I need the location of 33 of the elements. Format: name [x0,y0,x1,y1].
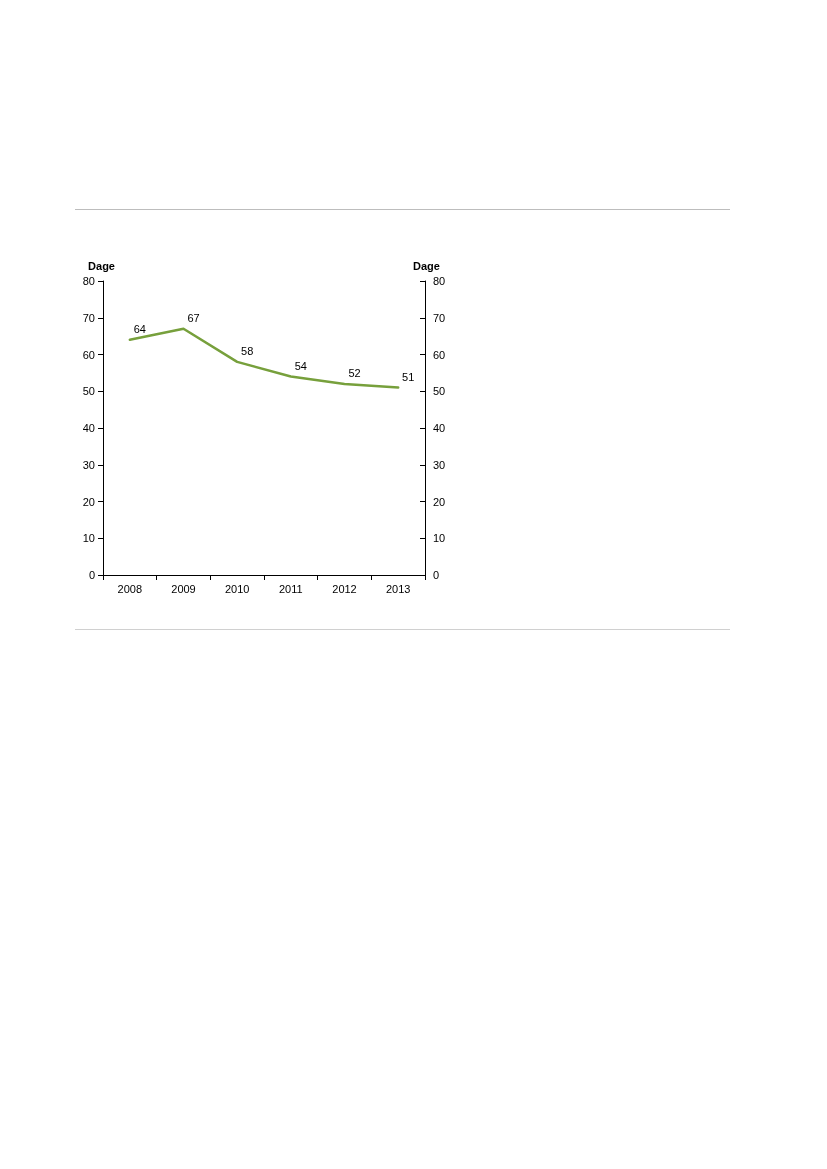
data-label: 67 [187,312,200,325]
y-tick-label: 70 [82,311,95,324]
y-tick-label: 10 [82,532,95,545]
y2-tick-label: 60 [433,348,446,361]
y2-tick-label: 50 [433,385,446,398]
y2-tick-label: 10 [433,532,446,545]
data-label: 54 [294,360,307,373]
x-tick-label: 2010 [224,582,250,595]
x-tick-label: 2009 [171,582,196,595]
x-tick-label: 2012 [332,582,357,595]
y2-tick-label: 80 [433,275,446,287]
y-tick-label: 30 [82,458,95,471]
y-tick-label: 20 [82,495,95,508]
y-axis-title: Dage [88,259,115,272]
y2-tick-label: 0 [433,569,440,581]
data-label: 52 [348,367,361,380]
y-tick-label: 80 [82,275,95,287]
y-tick-label: 40 [82,422,95,434]
x-tick-label: 2008 [117,582,143,595]
y-tick-label: 50 [82,385,95,398]
x-tick-label: 2011 [279,582,303,595]
y2-tick-label: 40 [433,422,446,434]
x-tick-label: 2013 [385,582,411,595]
y2-axis-title: Dage [413,259,440,272]
y-tick-label: 60 [82,348,95,361]
y2-tick-label: 30 [433,458,446,471]
y2-tick-label: 70 [433,311,446,324]
y2-tick-label: 20 [433,495,446,508]
data-label: 64 [133,323,146,336]
line-series [128,327,400,389]
data-label: 58 [241,345,254,358]
y-tick-label: 0 [88,569,95,581]
data-label: 51 [402,371,415,384]
